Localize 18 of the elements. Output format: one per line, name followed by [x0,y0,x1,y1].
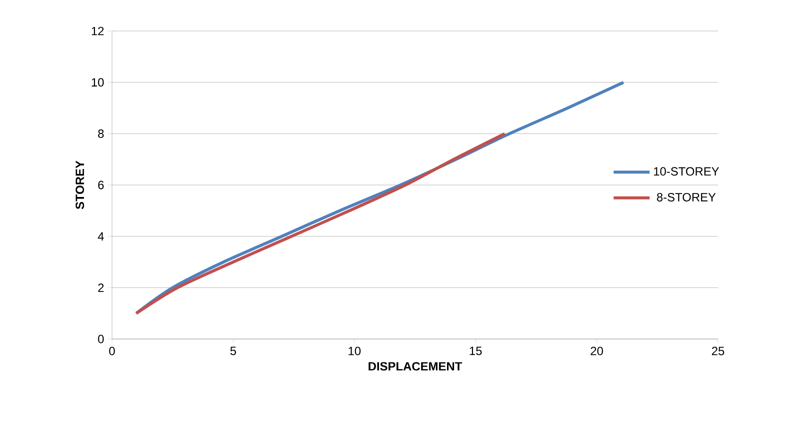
x-tick-label: 5 [230,346,236,356]
x-tick-label: 25 [712,346,724,356]
y-tick-label: 4 [98,232,104,240]
x-tick-label: 10 [348,346,361,356]
x-tick-label: 15 [470,346,482,356]
y-tick-label: 2 [98,283,104,292]
legend-label: 8-STOREY [656,192,716,202]
y-tick-label: 12 [92,26,104,36]
x-tick-label: 20 [590,346,603,356]
line-series [134,132,506,315]
y-tick-label: 6 [98,180,104,190]
y-tick-label: 10 [92,78,104,87]
legend-label: 10-STOREY [654,167,720,176]
x-tick-label: 0 [109,346,115,356]
y-tick-label: 8 [98,129,104,138]
x-axis-title: DISPLACEMENT [368,362,462,371]
y-tick-label: 0 [98,334,104,344]
y-axis-title: STOREY [76,160,84,210]
